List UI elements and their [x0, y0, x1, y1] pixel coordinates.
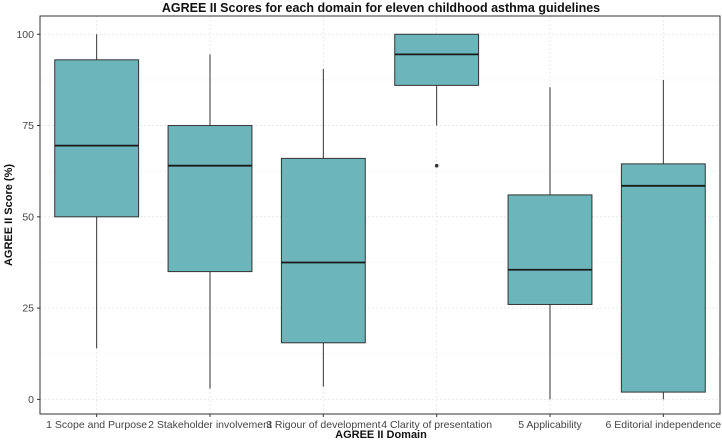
box-iqr — [54, 59, 140, 218]
x-tick-label: 2 Stakeholder involvement — [148, 419, 272, 431]
chart-title: AGREE II Scores for each domain for elev… — [161, 1, 601, 15]
y-tick-label: 100 — [16, 29, 34, 41]
y-tick-label: 75 — [22, 120, 34, 132]
y-tick-label: 25 — [22, 303, 34, 315]
box-iqr — [394, 33, 480, 86]
box-group — [620, 79, 706, 400]
boxes — [54, 33, 706, 400]
box-iqr — [167, 125, 253, 273]
box-group — [167, 54, 253, 389]
y-tick-label: 50 — [22, 211, 34, 223]
box-group — [394, 33, 480, 168]
x-axis-title: AGREE II Domain — [335, 429, 427, 441]
box-group — [54, 34, 140, 349]
box-group — [507, 87, 593, 400]
outlier-point — [434, 163, 439, 168]
x-tick-label: 4 Clarity of presentation — [381, 419, 492, 431]
y-tick-label: 0 — [28, 394, 34, 406]
box-iqr — [507, 194, 593, 305]
plot-panel-border — [39, 15, 721, 415]
box-iqr — [280, 157, 366, 344]
grid-lines — [40, 16, 720, 414]
axes: 0 25 50 75 100 1 Scope and Purpose 2 Stakehold… — [16, 29, 721, 431]
box-iqr — [620, 163, 706, 393]
x-tick-label: 1 Scope and Purpose — [46, 419, 147, 431]
x-tick-label: 6 Editorial independence — [606, 419, 722, 431]
x-tick-label: 5 Applicability — [518, 419, 582, 431]
x-tick-label: 3 Rigour of development — [266, 419, 380, 431]
box-group — [280, 68, 366, 387]
